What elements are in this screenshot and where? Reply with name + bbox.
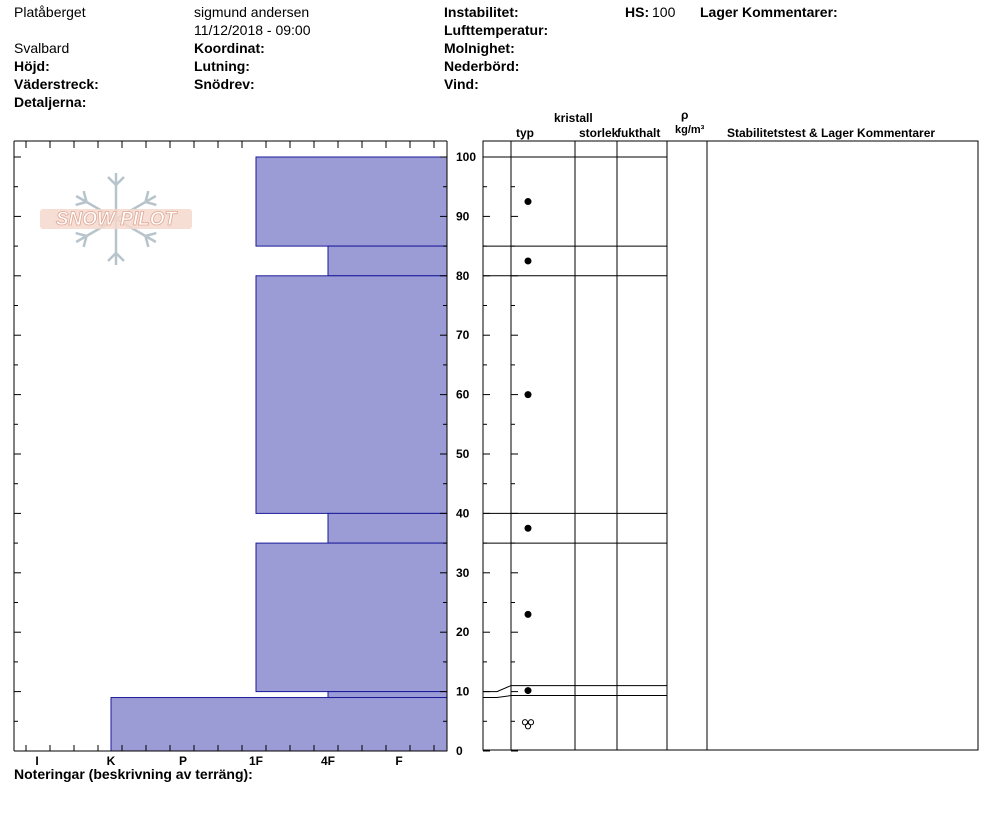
- layer-table-frame: [482, 140, 979, 751]
- rounded-grain-icon: [524, 687, 532, 695]
- y-tick-label: 40: [456, 506, 470, 520]
- rounded-grain-icon: [524, 257, 532, 265]
- y-tick-label: 60: [456, 388, 470, 402]
- melt-freeze-grain-icon: [521, 719, 535, 730]
- observer-name: sigmund andersen: [194, 4, 310, 20]
- hs-label: HS:: [625, 4, 650, 20]
- y-tick-label: 30: [456, 566, 470, 580]
- y-tick-label: 80: [456, 269, 470, 283]
- hardness-layer-bar: [327, 691, 448, 699]
- wind-label: Vind:: [444, 76, 479, 92]
- y-tick-label: 50: [456, 447, 470, 461]
- hardness-layer-bar: [327, 512, 448, 544]
- location-name: Platåberget: [14, 4, 86, 20]
- cloud-label: Molnighet:: [444, 40, 515, 56]
- elevation-label: Höjd:: [14, 58, 50, 74]
- hs-value: 100: [652, 4, 676, 20]
- layer-connector: [483, 685, 512, 693]
- region-name: Svalbard: [14, 40, 70, 56]
- type-header: typ: [516, 126, 534, 140]
- air-temp-label: Lufttemperatur:: [444, 22, 549, 38]
- density-unit-header: kg/m³: [675, 124, 705, 136]
- hardness-tick-label: 1F: [249, 754, 263, 768]
- rounded-grain-icon: [524, 198, 532, 206]
- hardness-tick-label: 4F: [321, 754, 335, 768]
- hardness-layer-bar: [255, 542, 448, 693]
- instability-label: Instabilitet:: [444, 4, 519, 20]
- logo-banner: [40, 209, 192, 229]
- rounded-grain-icon: [524, 391, 532, 399]
- rounded-grain-icon: [524, 524, 532, 532]
- hardness-tick-label: F: [395, 754, 402, 768]
- crystal-header: kristall: [554, 111, 593, 125]
- aspect-label: Väderstreck:: [14, 76, 99, 92]
- y-tick-label: 90: [456, 209, 470, 223]
- y-tick-label: 0: [456, 744, 463, 758]
- y-tick-label: 10: [456, 685, 470, 699]
- hardness-tick-label: I: [35, 754, 38, 768]
- notes-label: Noteringar (beskrivning av terräng):: [14, 766, 253, 782]
- precip-label: Nederbörd:: [444, 58, 520, 74]
- rho-header: ρ: [681, 108, 689, 122]
- logo-text: SNOW PILOT: [56, 209, 178, 230]
- layer-connector: [483, 695, 512, 699]
- y-tick-label: 70: [456, 328, 470, 342]
- observation-datetime: 11/12/2018 - 09:00: [194, 22, 311, 38]
- layer-comments-label: Lager Kommentarer:: [700, 4, 838, 20]
- wind-loading-label: Snödrev:: [194, 76, 255, 92]
- hardness-layer-bar: [255, 275, 448, 514]
- slope-label: Lutning:: [194, 58, 250, 74]
- size-header: storlek: [579, 126, 619, 140]
- moisture-header: fukthalt: [617, 126, 661, 140]
- y-tick-label: 20: [456, 625, 470, 639]
- hardness-tick-label: K: [107, 754, 116, 768]
- hardness-tick-label: P: [179, 754, 187, 768]
- hardness-layer-bar: [110, 697, 448, 752]
- coordinate-label: Koordinat:: [194, 40, 265, 56]
- y-tick-label: 100: [456, 150, 476, 164]
- hardness-layer-bar: [255, 156, 448, 247]
- details-label: Detaljerna:: [14, 94, 87, 110]
- rounded-grain-icon: [524, 610, 532, 618]
- stability-comments-header: Stabilitetstest & Lager Kommentarer: [727, 126, 936, 140]
- hardness-layer-bar: [327, 245, 448, 277]
